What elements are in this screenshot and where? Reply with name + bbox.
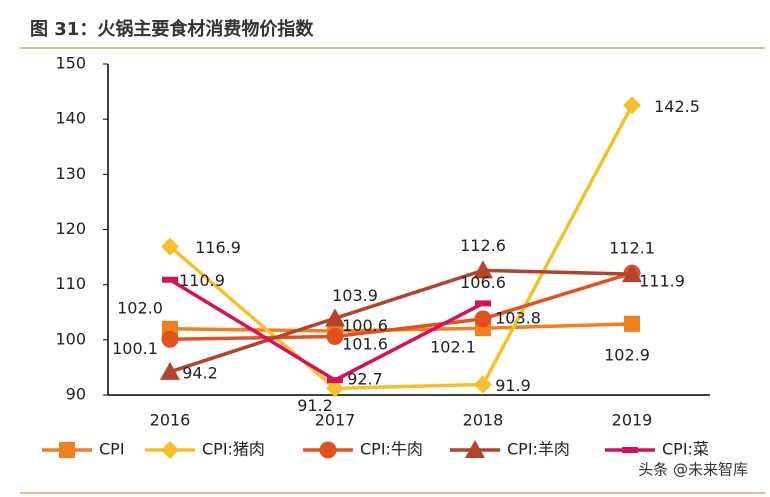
watermark: 头条 @未来智库 — [638, 461, 748, 479]
data-label: 102.1 — [430, 338, 476, 357]
data-label: 111.9 — [639, 272, 685, 291]
marker — [475, 300, 491, 307]
marker — [624, 315, 640, 332]
data-label: 103.8 — [495, 308, 541, 327]
marker — [326, 328, 344, 346]
y-tick-label: 90 — [66, 385, 86, 404]
marker — [465, 440, 485, 458]
data-label: 103.9 — [332, 286, 378, 305]
series: 116.9 91.2 91.9 142.5 — [161, 96, 700, 415]
x-tick-label: 2017 — [315, 411, 356, 430]
y-tick-label: 140 — [55, 109, 86, 128]
data-label: 94.2 — [182, 363, 218, 382]
marker — [161, 330, 179, 348]
marker — [59, 442, 75, 458]
series-line — [169, 271, 633, 342]
data-label: 100.6 — [342, 316, 388, 335]
marker — [327, 377, 343, 384]
marker — [319, 441, 337, 459]
data-label: 92.7 — [347, 370, 383, 389]
legend-label: CPI:猪肉 — [202, 440, 265, 459]
x-tick-label: 2019 — [612, 411, 653, 430]
data-label: 142.5 — [654, 97, 700, 116]
series: 94.2 103.9 112.6 111.9 — [160, 236, 685, 382]
legend-label: CPI — [99, 440, 125, 459]
data-label: 102.9 — [604, 345, 650, 364]
y-tick-label: 110 — [55, 274, 86, 293]
marker — [325, 308, 345, 327]
chart-title: 图 31：火锅主要食材消费物价指数 — [30, 18, 314, 40]
data-label: 91.2 — [297, 396, 333, 415]
legend-label: CPI:羊肉 — [507, 440, 570, 459]
x-tick-label: 2016 — [150, 411, 191, 430]
marker — [622, 447, 638, 453]
data-label: 112.6 — [460, 236, 506, 255]
marker — [622, 264, 642, 283]
y-tick-label: 120 — [55, 219, 86, 238]
data-label: 110.9 — [179, 271, 225, 290]
legend-label: CPI:菜 — [662, 440, 709, 459]
data-label: 116.9 — [195, 238, 241, 257]
marker — [326, 379, 344, 398]
data-label: 100.1 — [112, 339, 158, 358]
series: 100.1 100.6 103.8 112.1 — [112, 239, 655, 358]
y-tick-label: 130 — [55, 164, 86, 183]
y-tick-label: 150 — [55, 54, 86, 73]
y-tick-label: 100 — [55, 329, 86, 348]
marker — [161, 237, 179, 256]
marker — [623, 96, 641, 115]
series-line — [168, 104, 634, 391]
marker — [474, 310, 492, 328]
data-label: 106.6 — [460, 273, 506, 292]
data-label: 91.9 — [495, 376, 531, 395]
legend-label: CPI:牛肉 — [360, 440, 423, 459]
x-tick-label: 2018 — [463, 411, 504, 430]
data-label: 112.1 — [609, 239, 655, 258]
series: 110.9 92.7 106.6 — [162, 271, 506, 389]
marker — [474, 375, 492, 394]
marker — [162, 276, 178, 283]
series-line — [169, 268, 633, 374]
marker — [160, 361, 180, 380]
marker — [473, 260, 493, 279]
data-label: 101.6 — [342, 335, 388, 354]
data-label: 102.0 — [117, 298, 163, 317]
marker — [161, 441, 179, 459]
